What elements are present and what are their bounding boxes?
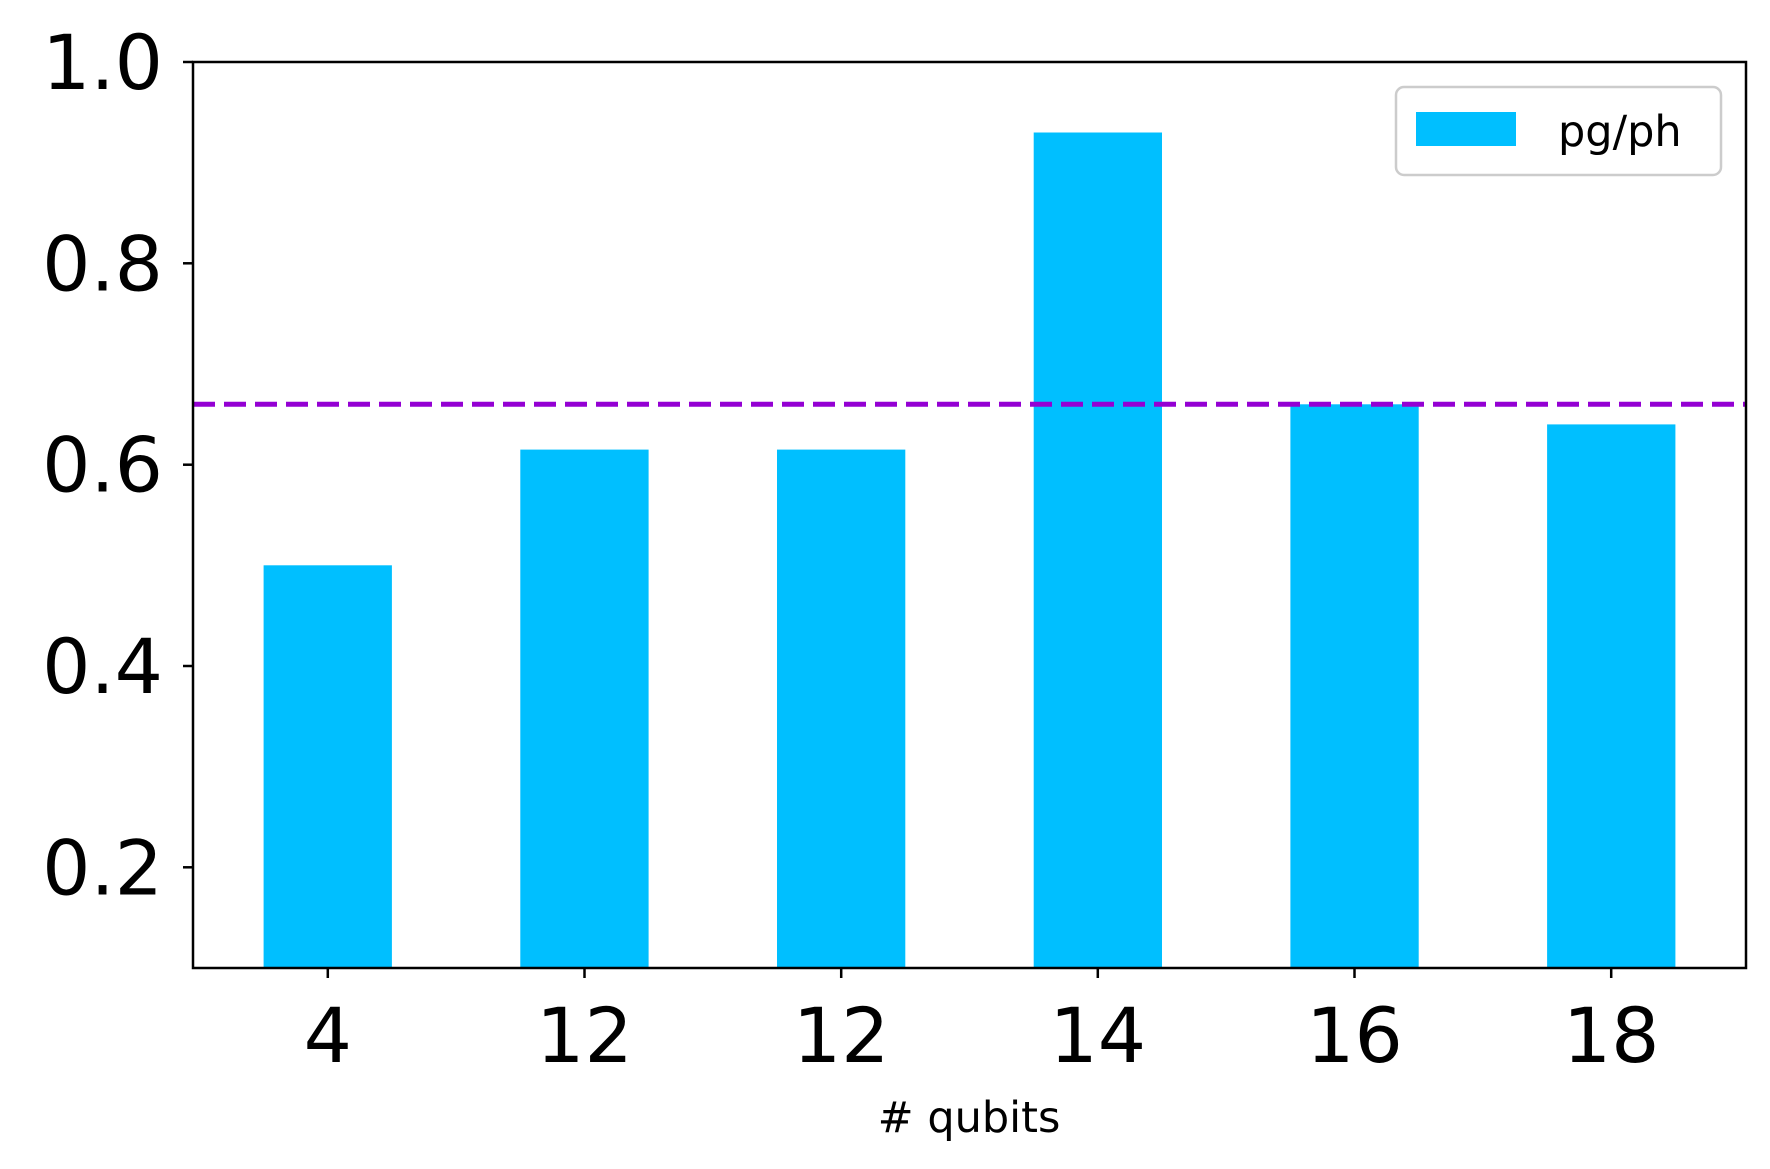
legend-swatch bbox=[1416, 112, 1516, 146]
y-tick-label-2: 0.6 bbox=[42, 421, 163, 510]
bar-1 bbox=[520, 449, 649, 969]
x-tick-label-3: 14 bbox=[1049, 991, 1146, 1080]
legend-label: pg/ph bbox=[1558, 107, 1682, 157]
y-tick-label-3: 0.8 bbox=[42, 219, 163, 308]
y-tick-label-0: 0.2 bbox=[42, 823, 163, 912]
x-axis-label: # qubits bbox=[878, 1093, 1061, 1143]
bars-layer bbox=[263, 132, 1676, 969]
x-axis: 4 12 12 14 16 18 bbox=[304, 968, 1660, 1080]
x-tick-label-0: 4 bbox=[304, 991, 352, 1080]
x-tick-label-5: 18 bbox=[1563, 991, 1660, 1080]
legend-box bbox=[1394, 85, 1723, 177]
bar-5 bbox=[1547, 424, 1676, 968]
y-tick-label-4: 1.0 bbox=[42, 18, 163, 107]
bar-3 bbox=[1033, 132, 1162, 968]
y-axis: 0.2 0.4 0.6 0.8 1.0 bbox=[42, 18, 193, 912]
legend: pg/ph bbox=[1394, 85, 1723, 177]
plot-frame bbox=[191, 60, 1748, 970]
bar-2 bbox=[777, 449, 906, 969]
y-tick-label-1: 0.4 bbox=[42, 622, 163, 711]
bar-4 bbox=[1290, 404, 1419, 968]
x-tick-label-2: 12 bbox=[793, 991, 890, 1080]
x-tick-label-4: 16 bbox=[1306, 991, 1403, 1080]
bar-0 bbox=[263, 565, 392, 968]
x-tick-label-1: 12 bbox=[536, 991, 633, 1080]
